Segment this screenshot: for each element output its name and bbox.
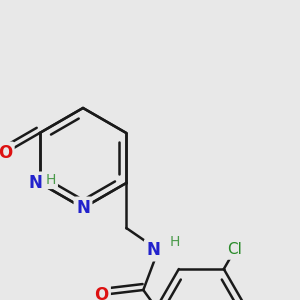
Text: N: N [76, 199, 90, 217]
Text: N: N [29, 174, 43, 192]
Text: N: N [146, 241, 160, 259]
Text: O: O [0, 144, 12, 162]
Text: O: O [94, 286, 108, 300]
Text: H: H [170, 235, 181, 249]
Text: H: H [46, 173, 56, 187]
Text: Cl: Cl [227, 242, 242, 257]
